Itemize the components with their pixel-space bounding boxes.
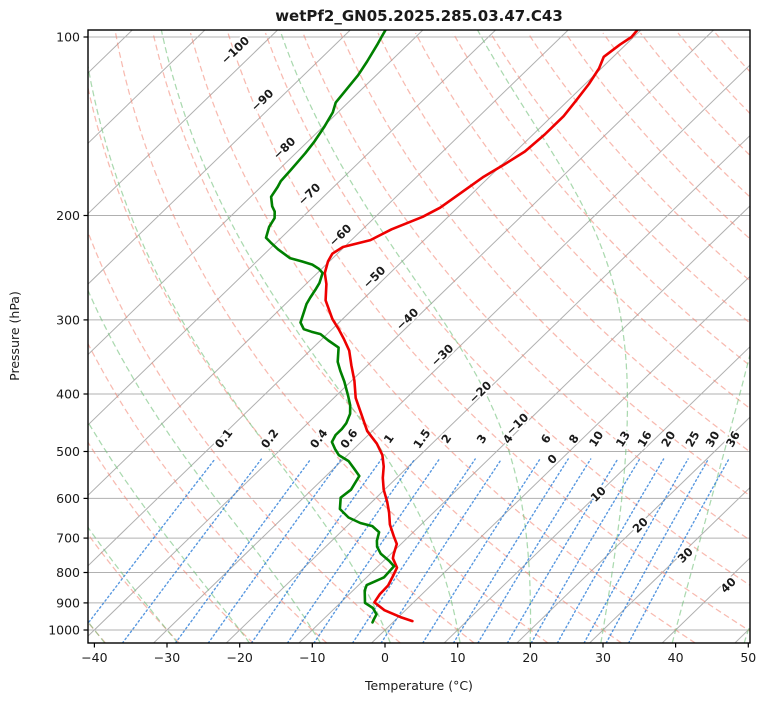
- x-tick-label: 50: [740, 650, 756, 665]
- y-tick-label: 400: [56, 387, 80, 402]
- y-tick-label: 800: [56, 565, 80, 580]
- x-tick-label: 0: [381, 650, 389, 665]
- y-tick-label: 900: [56, 595, 80, 610]
- x-tick-label: −40: [81, 650, 107, 665]
- chart-title: wetPf2_GN05.2025.285.03.47.C43: [275, 7, 563, 25]
- x-tick-label: −10: [299, 650, 325, 665]
- x-axis-label: Temperature (°C): [364, 678, 473, 693]
- x-tick-label: 20: [522, 650, 538, 665]
- x-tick-label: −30: [154, 650, 180, 665]
- y-tick-label: 600: [56, 491, 80, 506]
- x-tick-label: 10: [450, 650, 466, 665]
- y-tick-label: 200: [56, 208, 80, 223]
- y-tick-label: 1000: [48, 623, 80, 638]
- y-axis-label: Pressure (hPa): [7, 291, 22, 381]
- y-tick-label: 700: [56, 531, 80, 546]
- x-tick-label: 40: [668, 650, 684, 665]
- y-tick-label: 500: [56, 444, 80, 459]
- y-tick-label: 300: [56, 312, 80, 327]
- x-tick-label: 30: [595, 650, 611, 665]
- x-tick-label: −20: [227, 650, 253, 665]
- y-tick-label: 100: [56, 30, 80, 45]
